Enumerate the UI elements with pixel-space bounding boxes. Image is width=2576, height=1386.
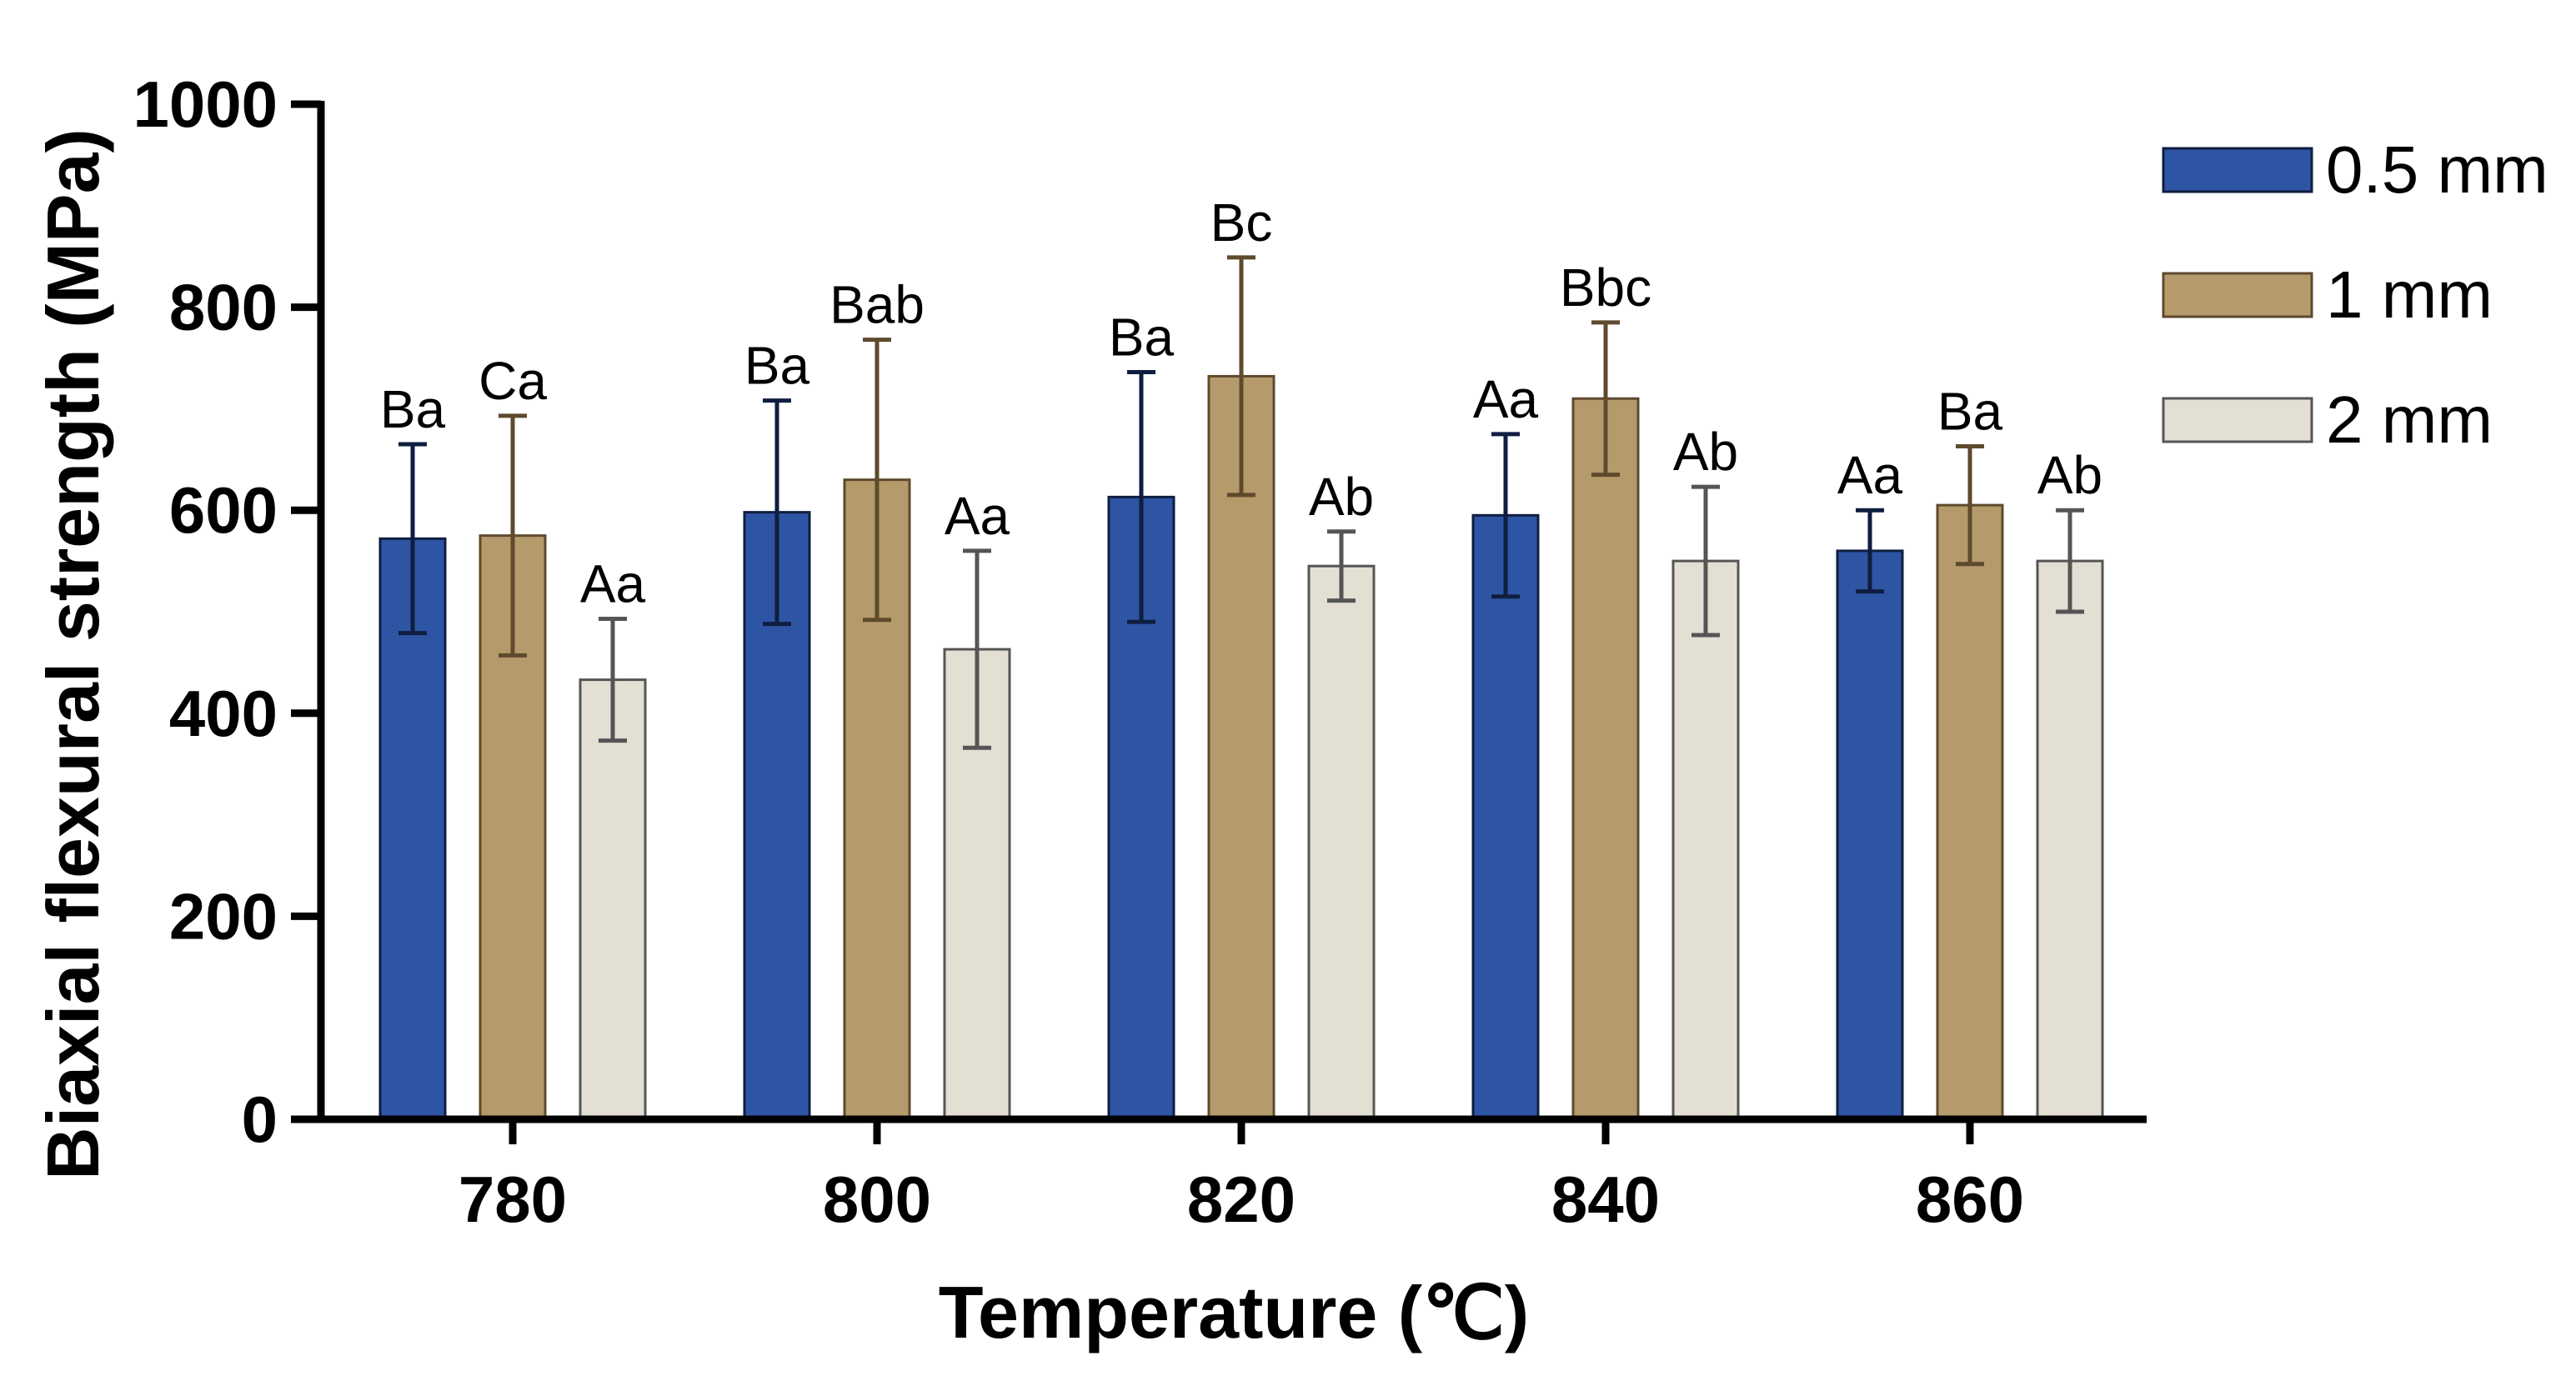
bar [1571,397,1640,1121]
legend-label: 1 mm [2326,258,2493,332]
significance-label: Ca [479,351,547,411]
significance-label: Ab [1309,467,1374,527]
significance-label: Bbc [1560,258,1651,318]
significance-label: Aa [945,486,1010,546]
legend-swatch [2162,397,2313,443]
ticks-layer: 0 200 400 600 800 1000 780 800 820 840 860 [133,68,2024,1236]
bar [1836,549,1904,1121]
significance-label: Aa [1473,369,1539,429]
significance-labels: Ba Ca Aa Ba Bab Aa Ba Bc Ab Aa Bbc Ab Aa Ba Ab [380,193,2102,614]
legend-label: 0.5 mm [2326,133,2548,207]
x-tick-label: 780 [459,1163,567,1236]
bar [579,678,647,1121]
bar [1671,559,1740,1121]
legend-swatch [2162,147,2313,193]
legend-swatch [2162,272,2313,318]
legend: 0.5 mm 1 mm 2 mm [2162,133,2548,457]
significance-label: Aa [580,554,646,614]
legend-label: 2 mm [2326,383,2493,457]
y-tick-label: 1000 [133,68,278,141]
bar [1471,513,1540,1121]
bars-layer [378,255,2104,1121]
bar [378,537,447,1121]
y-tick-label: 600 [169,473,278,547]
significance-label: Ba [380,379,446,439]
x-tick-label: 840 [1551,1163,1660,1236]
axes-layer [317,101,2147,1123]
x-tick-label: 820 [1187,1163,1296,1236]
significance-label: Bc [1210,193,1273,253]
significance-label: Ab [1673,422,1738,482]
y-tick-label: 400 [169,677,278,750]
bar [1207,374,1275,1121]
x-tick-label: 800 [823,1163,931,1236]
x-axis-title: Temperature (℃) [939,1271,1529,1353]
x-tick-label: 860 [1916,1163,2024,1236]
y-axis-title: Biaxial flexural strength (MPa) [32,128,114,1180]
significance-label: Ba [1937,381,2003,441]
y-tick-label: 800 [169,271,278,344]
y-tick-label: 0 [242,1083,278,1156]
bar [1307,564,1376,1121]
bar [1936,503,2004,1121]
significance-label: Aa [1837,445,1903,505]
significance-label: Ab [2037,445,2102,505]
significance-label: Ba [1109,308,1175,368]
significance-label: Ba [744,336,810,396]
y-tick-label: 200 [169,879,278,953]
significance-label: Bab [829,275,925,335]
bar [2036,559,2104,1121]
